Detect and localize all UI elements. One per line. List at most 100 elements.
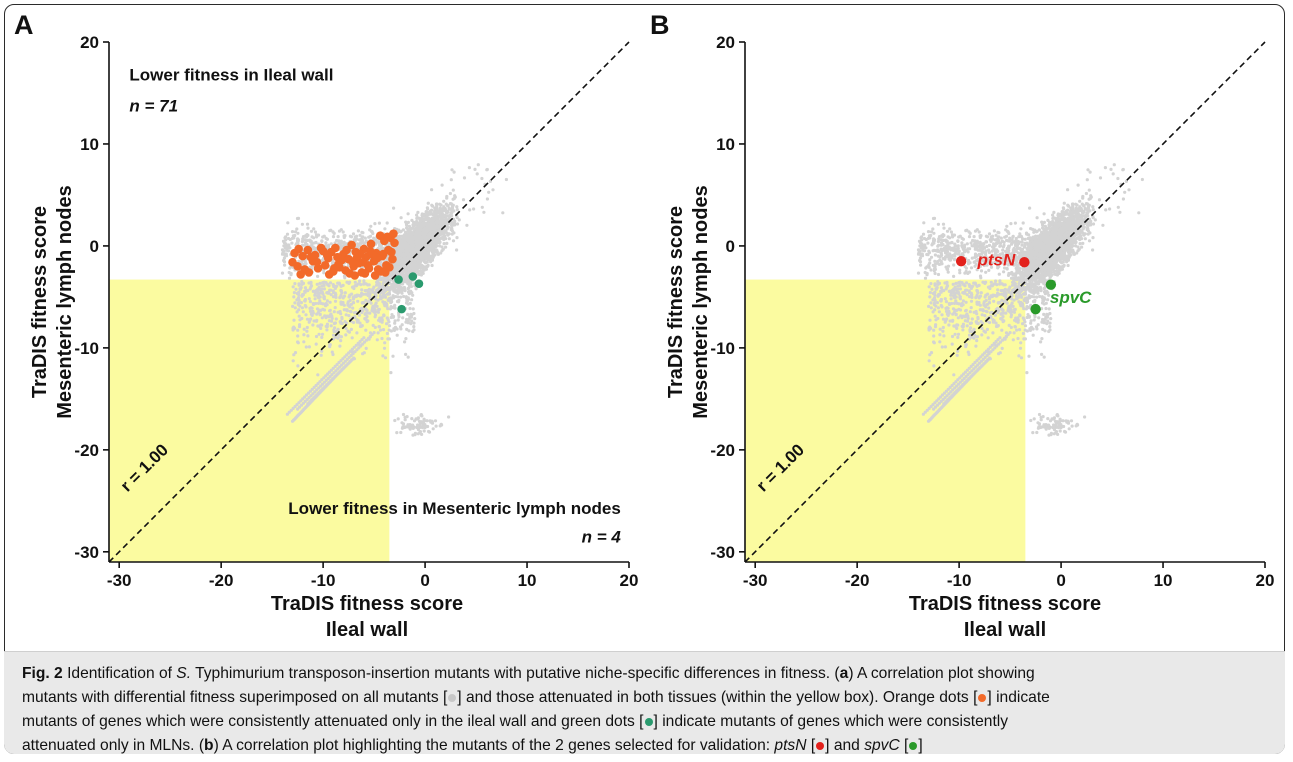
mutant-point — [291, 285, 295, 289]
mutant-point — [447, 237, 451, 241]
mutant-point — [397, 262, 401, 266]
mutant-point — [410, 233, 414, 237]
data-point — [370, 271, 380, 280]
mutant-point — [322, 271, 326, 275]
mutant-point — [288, 266, 292, 270]
mutant-point — [325, 328, 329, 332]
mutant-point — [389, 371, 393, 375]
mutant-point — [284, 254, 289, 258]
mutant-point — [339, 284, 343, 288]
mutant-point — [311, 323, 315, 327]
mutant-point — [1076, 183, 1080, 187]
mutant-point — [433, 419, 438, 423]
mutant-point — [423, 236, 427, 240]
mutant-point — [438, 244, 442, 248]
mutant-point — [403, 418, 407, 422]
mutant-point — [385, 316, 389, 320]
mutant-point — [318, 281, 322, 285]
mutant-point — [339, 339, 343, 343]
annotation-ileal: Lower fitness in Ileal wall — [129, 66, 333, 85]
mutant-point — [411, 258, 415, 262]
mutant-point — [303, 259, 307, 263]
mutant-point — [356, 242, 360, 246]
mutant-point — [367, 290, 371, 294]
mutant-point — [401, 260, 405, 264]
mutant-point — [385, 331, 389, 336]
mutant-point — [367, 235, 371, 239]
y-tick-label: 0 — [90, 237, 99, 256]
mutant-point — [369, 224, 373, 228]
mutant-point — [411, 423, 415, 427]
mutant-point — [302, 327, 306, 331]
mutant-point — [412, 325, 416, 329]
mutant-point — [308, 319, 312, 323]
mutant-point — [319, 323, 323, 327]
mutant-point — [381, 328, 386, 332]
y-tick-label: -30 — [74, 543, 99, 562]
mutant-point — [425, 222, 429, 226]
mutant-point — [283, 244, 287, 248]
mutant-point — [387, 337, 391, 341]
mutant-point — [314, 233, 319, 237]
mutant-point — [437, 234, 441, 238]
mutant-point — [362, 282, 366, 286]
mutant-point — [419, 259, 423, 263]
mutant-point — [296, 301, 301, 305]
mutant-point — [303, 299, 307, 303]
mutant-point — [451, 239, 456, 243]
mutant-point — [425, 260, 429, 264]
mutant-point — [399, 430, 403, 435]
mutant-point — [411, 250, 415, 254]
mutant-point — [322, 308, 327, 312]
mutant-point — [331, 230, 335, 234]
mutant-point — [331, 283, 335, 287]
mutant-point — [452, 196, 456, 201]
mutant-point — [439, 422, 443, 426]
mutant-point — [426, 207, 430, 211]
mutant-point — [422, 256, 427, 260]
mutant-point — [401, 316, 405, 320]
mutant-point — [417, 242, 421, 246]
mutant-point — [360, 288, 364, 292]
data-point — [316, 243, 326, 253]
mutant-point — [381, 277, 386, 281]
mutant-point — [371, 309, 375, 313]
mutant-point — [395, 333, 399, 337]
mutant-point — [327, 319, 331, 323]
mutant-point — [444, 237, 448, 241]
mutant-point — [288, 237, 292, 242]
mutant-point — [296, 296, 301, 300]
mutant-point — [305, 329, 309, 333]
mutant-point — [304, 345, 308, 349]
mutant-point — [485, 168, 489, 172]
mutant-point — [409, 284, 413, 289]
mutant-point — [339, 293, 343, 297]
mutant-point — [416, 210, 420, 214]
mutant-point — [300, 316, 304, 321]
mutant-point — [303, 241, 308, 245]
mutant-point — [401, 242, 405, 246]
mutant-point — [434, 245, 438, 249]
mutant-point — [408, 427, 412, 431]
mutant-point — [385, 221, 389, 225]
mutant-point — [402, 264, 406, 268]
mutant-point — [422, 429, 426, 433]
data-point — [408, 272, 418, 281]
mutant-point — [396, 295, 400, 299]
mutant-point — [364, 328, 368, 332]
mutant-point — [358, 324, 363, 329]
mutant-point — [491, 188, 495, 192]
mutant-point — [346, 303, 350, 307]
mutant-point — [357, 313, 361, 317]
mutant-point — [321, 281, 325, 285]
mutant-point — [393, 306, 397, 310]
mutant-point — [344, 313, 348, 317]
mutant-point — [293, 306, 297, 310]
mutant-point — [405, 327, 409, 331]
mutant-point — [320, 316, 324, 320]
mutant-point — [343, 234, 347, 238]
mutant-point — [412, 311, 416, 316]
mutant-point — [394, 284, 398, 288]
mutant-point — [338, 344, 342, 348]
